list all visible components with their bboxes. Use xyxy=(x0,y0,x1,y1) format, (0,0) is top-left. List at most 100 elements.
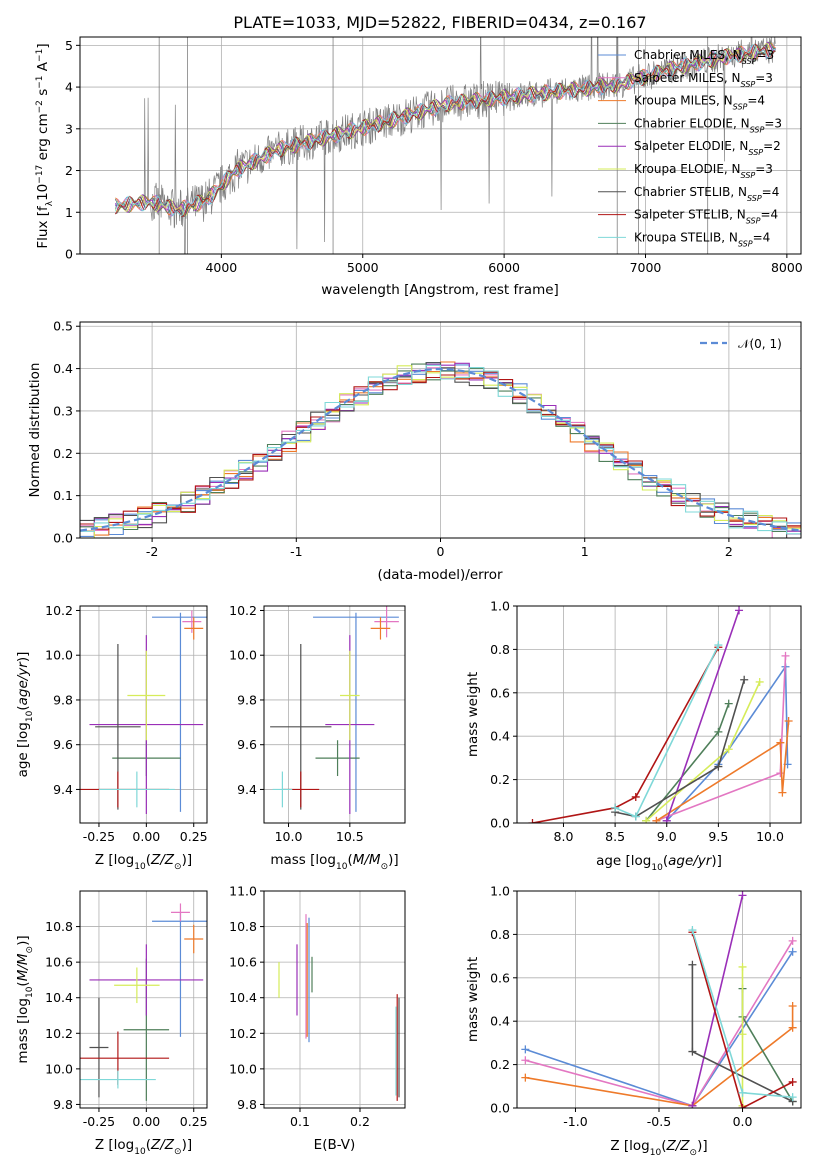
weight-point xyxy=(521,1073,530,1082)
weight-line xyxy=(691,931,793,1108)
weight-line xyxy=(691,895,744,1106)
x-tick-label: 0 xyxy=(437,544,445,559)
x-tick-label: 0.0 xyxy=(733,1114,753,1129)
y-tick-label: 10.0 xyxy=(229,1061,257,1076)
y-tick-label: 10.0 xyxy=(45,1061,73,1076)
weight-point xyxy=(688,960,697,969)
mass-vs-ebv-panel: 0.1 0.2 9.8 10.0 10.2 10.4 10.6 10.8 11.0 E(B-V) xyxy=(229,884,406,1153)
y-axis-label: mass weight xyxy=(465,957,481,1042)
plot-area xyxy=(270,606,399,815)
model-fit-line xyxy=(115,44,776,217)
y-tick-label: 0 xyxy=(65,247,73,262)
x-tick-label: 10.5 xyxy=(336,829,364,844)
x-tick-label: -2 xyxy=(146,544,158,559)
legend-label: Kroupa MILES, NSSP=4 xyxy=(634,94,765,112)
x-axis-label: age [log10(age/yr)] xyxy=(596,853,722,873)
spectrum-panel: 4000 5000 6000 7000 8000 0 1 2 3 4 5 wavelength [An… xyxy=(35,36,803,298)
weight-line xyxy=(666,664,789,822)
y-tick-label: 0.0 xyxy=(53,531,73,546)
weight-point xyxy=(642,816,651,823)
weight-point xyxy=(776,738,785,747)
x-tick-label: 10.0 xyxy=(275,829,303,844)
y-tick-label: 10.4 xyxy=(45,990,73,1005)
legend-label: 𝒩(0, 1) xyxy=(738,337,782,351)
y-tick-label: 9.8 xyxy=(53,1097,73,1112)
legend-label: Chabrier MILES, NSSP=3 xyxy=(634,48,774,66)
y-tick-label: 0.6 xyxy=(490,685,510,700)
weight-point xyxy=(778,788,787,797)
legend-label: Salpeter STELIB, NSSP=4 xyxy=(634,208,778,226)
weight-point xyxy=(740,675,749,684)
weight-line xyxy=(741,988,794,1102)
x-tick-label: -1.0 xyxy=(563,1114,587,1129)
y-axis-label: age [log10(age/yr)] xyxy=(15,652,35,778)
axes-frame xyxy=(263,890,406,1109)
weight-point xyxy=(724,745,733,754)
weight-line xyxy=(614,679,745,818)
plot-area xyxy=(80,903,207,1101)
y-tick-label: 10.0 xyxy=(229,648,257,663)
weight-point xyxy=(738,1088,747,1097)
model-fit-line xyxy=(114,43,776,217)
y-tick-label: 10.4 xyxy=(229,990,257,1005)
y-tick-label: 9.4 xyxy=(237,782,257,797)
plot-area xyxy=(80,610,207,815)
y-tick-label: 3 xyxy=(65,121,73,136)
y-tick-label: 5 xyxy=(65,38,73,53)
y-tick-label: 9.6 xyxy=(237,737,257,752)
y-tick-label: 9.8 xyxy=(53,692,73,707)
model-fit-line xyxy=(114,44,776,216)
weight-point xyxy=(735,606,744,615)
x-tick-label: -0.25 xyxy=(83,1114,115,1129)
weight-point xyxy=(631,792,640,801)
weight-line xyxy=(655,720,790,822)
x-tick-label: 6000 xyxy=(488,260,520,275)
y-tick-label: 11.0 xyxy=(229,884,257,899)
y-axis-label: mass weight xyxy=(465,672,481,757)
weight-point xyxy=(738,1030,747,1039)
legend-label: Chabrier ELODIE, NSSP=3 xyxy=(634,116,782,133)
y-tick-label: 0.1 xyxy=(53,488,73,503)
figure-title: PLATE=1033, MJD=52822, FIBERID=0434, z=0… xyxy=(233,13,646,32)
weight-point xyxy=(788,1077,797,1086)
weight-point xyxy=(521,1056,530,1065)
weight-point xyxy=(738,962,747,971)
x-tick-label: 5000 xyxy=(347,260,379,275)
y-tick-label: 0.8 xyxy=(490,927,510,942)
weight-point xyxy=(521,1045,530,1054)
age-vs-metallicity-panel: -0.25 0.00 0.25 9.4 9.6 9.8 10.0 10.2 Z [log10(Z… xyxy=(15,603,208,872)
y-tick-label: 10.8 xyxy=(229,919,257,934)
weight-vs-age-panel: 8.0 8.5 9.0 9.5 10.0 0.0 0.2 0.4 0.6 0.8 1.0 age [l… xyxy=(465,599,802,873)
x-tick-label: 8000 xyxy=(771,260,803,275)
x-tick-label: -0.25 xyxy=(83,829,115,844)
weight-point xyxy=(776,769,785,778)
weight-point xyxy=(788,1002,797,1011)
x-tick-label: 0.00 xyxy=(132,829,160,844)
legend-label: Chabrier STELIB, NSSP=4 xyxy=(634,185,779,203)
weight-point xyxy=(724,699,733,708)
y-tick-label: 10.0 xyxy=(45,648,73,663)
model-fit-line xyxy=(114,41,776,214)
weight-point xyxy=(662,816,671,823)
axes-frame xyxy=(79,36,802,255)
weight-point xyxy=(688,926,697,935)
y-tick-label: 9.4 xyxy=(53,782,73,797)
legend-label: Salpeter ELODIE, NSSP=2 xyxy=(634,139,781,157)
weight-point xyxy=(738,1104,747,1108)
y-tick-label: 0.6 xyxy=(490,970,510,985)
y-tick-label: 10.8 xyxy=(45,919,73,934)
plot-area xyxy=(80,361,801,538)
x-axis-label: (data-model)/error xyxy=(377,567,503,583)
x-tick-label: 2 xyxy=(725,544,733,559)
weight-point xyxy=(611,803,620,812)
y-tick-label: 0.4 xyxy=(490,729,510,744)
x-axis-label: Z [log10(Z/Z⊙)] xyxy=(610,1138,707,1158)
y-tick-label: 10.2 xyxy=(45,603,73,618)
y-tick-label: 0.3 xyxy=(53,403,73,418)
weight-point xyxy=(781,651,790,660)
y-tick-label: 0.2 xyxy=(490,1057,510,1072)
residual-histogram xyxy=(80,364,801,535)
weight-point xyxy=(631,812,640,821)
x-tick-label: 8.5 xyxy=(605,829,625,844)
